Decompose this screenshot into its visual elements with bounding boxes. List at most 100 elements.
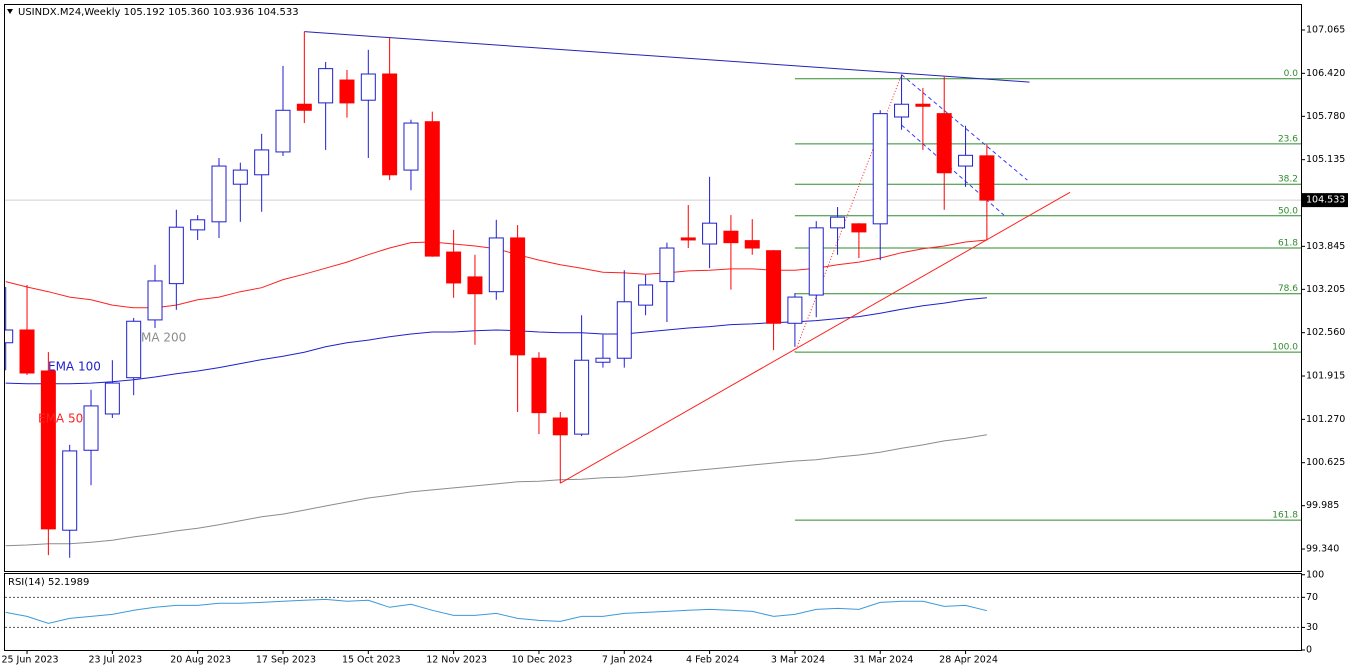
- candle-body: [595, 357, 611, 363]
- fib-label: 50.0: [1278, 206, 1298, 216]
- y-tick-label: 99.340: [1306, 544, 1339, 555]
- candle-body: [702, 222, 718, 245]
- x-tick-label: 25 Jun 2023: [1, 655, 58, 666]
- last-price-box: [1302, 193, 1348, 208]
- y-tick-label: 102.560: [1306, 327, 1345, 338]
- candle-body: [424, 121, 440, 257]
- candle-body: [979, 155, 995, 201]
- candle-body: [787, 296, 803, 324]
- fib-label: 61.8: [1278, 239, 1298, 249]
- y-tick-label: 103.845: [1306, 241, 1345, 252]
- moving-average: [5, 297, 987, 385]
- candle-body: [232, 169, 248, 185]
- x-tick-label: 12 Nov 2023: [426, 655, 487, 666]
- candle-body: [510, 237, 526, 356]
- axes: 107.065 106.420 105.780 105.135 103.845 103.2…: [1, 24, 1348, 666]
- fib-label: 23.6: [1278, 134, 1298, 144]
- fib-label: 78.6: [1278, 284, 1298, 294]
- candle-body: [872, 113, 888, 225]
- x-tick-label: 20 Aug 2023: [170, 655, 231, 666]
- x-tick-label: 7 Jan 2024: [602, 655, 653, 666]
- y-tick-label: 103.205: [1306, 284, 1345, 295]
- candle-body: [467, 276, 483, 295]
- candle-body: [83, 405, 99, 451]
- price-panel: 0.0 23.6 38.2 50.0 61.8 78.6 100.0 161.8 EMA 50 E…: [5, 31, 1301, 558]
- y-tick-label: 106.420: [1306, 68, 1345, 79]
- ma-label: EMA 100: [48, 360, 101, 374]
- moving-average: [5, 434, 987, 547]
- trendline: [901, 74, 1028, 181]
- rsi-frame: [4, 573, 1302, 651]
- candle-body: [915, 103, 931, 107]
- candle-body: [680, 237, 696, 241]
- x-tick-label: 31 Mar 2024: [853, 655, 913, 666]
- x-tick-label: 23 Jul 2023: [88, 655, 142, 666]
- candle-body: [339, 79, 355, 104]
- candle-body: [126, 320, 142, 379]
- x-tick-label: 15 Oct 2023: [342, 655, 401, 666]
- rsi-panel: [5, 596, 1301, 628]
- candle-body: [254, 149, 270, 176]
- chart-title: USINDX.M24,Weekly 105.192 105.360 103.93…: [18, 7, 299, 18]
- candle-body: [19, 329, 35, 374]
- x-tick-label: 10 Dec 2023: [512, 655, 573, 666]
- x-tick-label: 17 Sep 2023: [256, 655, 316, 666]
- fib-label: 38.2: [1278, 175, 1298, 185]
- x-tick-label: 28 Apr 2024: [939, 655, 998, 666]
- trendline: [560, 191, 1071, 484]
- candle-body: [168, 226, 184, 285]
- candle-body: [62, 450, 78, 531]
- candle-body: [936, 113, 952, 174]
- candle-body: [552, 417, 568, 436]
- main-frame: [4, 4, 1302, 572]
- rsi-tick-label: 30: [1306, 622, 1318, 633]
- candle-body: [446, 251, 462, 284]
- fib-label: 161.8: [1272, 511, 1298, 521]
- menu-arrow[interactable]: [7, 9, 13, 14]
- candle-body: [403, 122, 419, 171]
- candle-body: [360, 73, 376, 101]
- trendline: [304, 31, 1030, 83]
- y-tick-label: 105.135: [1306, 154, 1345, 165]
- y-tick-label: 99.985: [1306, 500, 1339, 511]
- candle-body: [723, 230, 739, 244]
- candle-body: [147, 280, 163, 321]
- candle-body: [744, 240, 760, 249]
- candle-body: [958, 154, 974, 167]
- candle-body: [382, 73, 398, 176]
- rsi-tick-label: 0: [1306, 645, 1312, 656]
- candle-body: [808, 227, 824, 296]
- candle-body: [190, 219, 206, 231]
- candle-body: [275, 109, 291, 153]
- ma-label: EMA 50: [38, 412, 83, 426]
- last-price-label: 104.533: [1306, 195, 1345, 206]
- x-tick-label: 4 Feb 2024: [686, 655, 739, 666]
- candle-body: [488, 237, 504, 293]
- candle-body: [851, 223, 867, 233]
- y-tick-label: 101.915: [1306, 371, 1345, 382]
- candle-body: [296, 103, 312, 111]
- candle-body: [574, 359, 590, 435]
- candle-body: [616, 301, 632, 359]
- fib-label: 0.0: [1284, 69, 1299, 79]
- candle-body: [104, 382, 120, 415]
- y-tick-label: 101.270: [1306, 414, 1345, 425]
- candle-body: [211, 165, 227, 223]
- candle-body: [830, 216, 846, 229]
- candle-body: [318, 68, 334, 104]
- fib-label: 100.0: [1272, 343, 1298, 353]
- candle-body: [766, 250, 782, 324]
- rsi-title: RSI(14) 52.1989: [8, 577, 89, 588]
- rsi-tick-label: 70: [1306, 592, 1318, 603]
- rsi-tick-label: 100: [1306, 569, 1324, 580]
- y-tick-label: 107.065: [1306, 24, 1345, 35]
- candle-body: [659, 247, 675, 283]
- candle-body: [40, 370, 56, 530]
- ma-label: MA 200: [141, 331, 186, 345]
- candle-body: [894, 103, 910, 118]
- y-tick-label: 105.780: [1306, 111, 1345, 122]
- y-tick-label: 100.625: [1306, 457, 1345, 468]
- candle-body: [531, 357, 547, 414]
- x-tick-label: 3 Mar 2024: [771, 655, 825, 666]
